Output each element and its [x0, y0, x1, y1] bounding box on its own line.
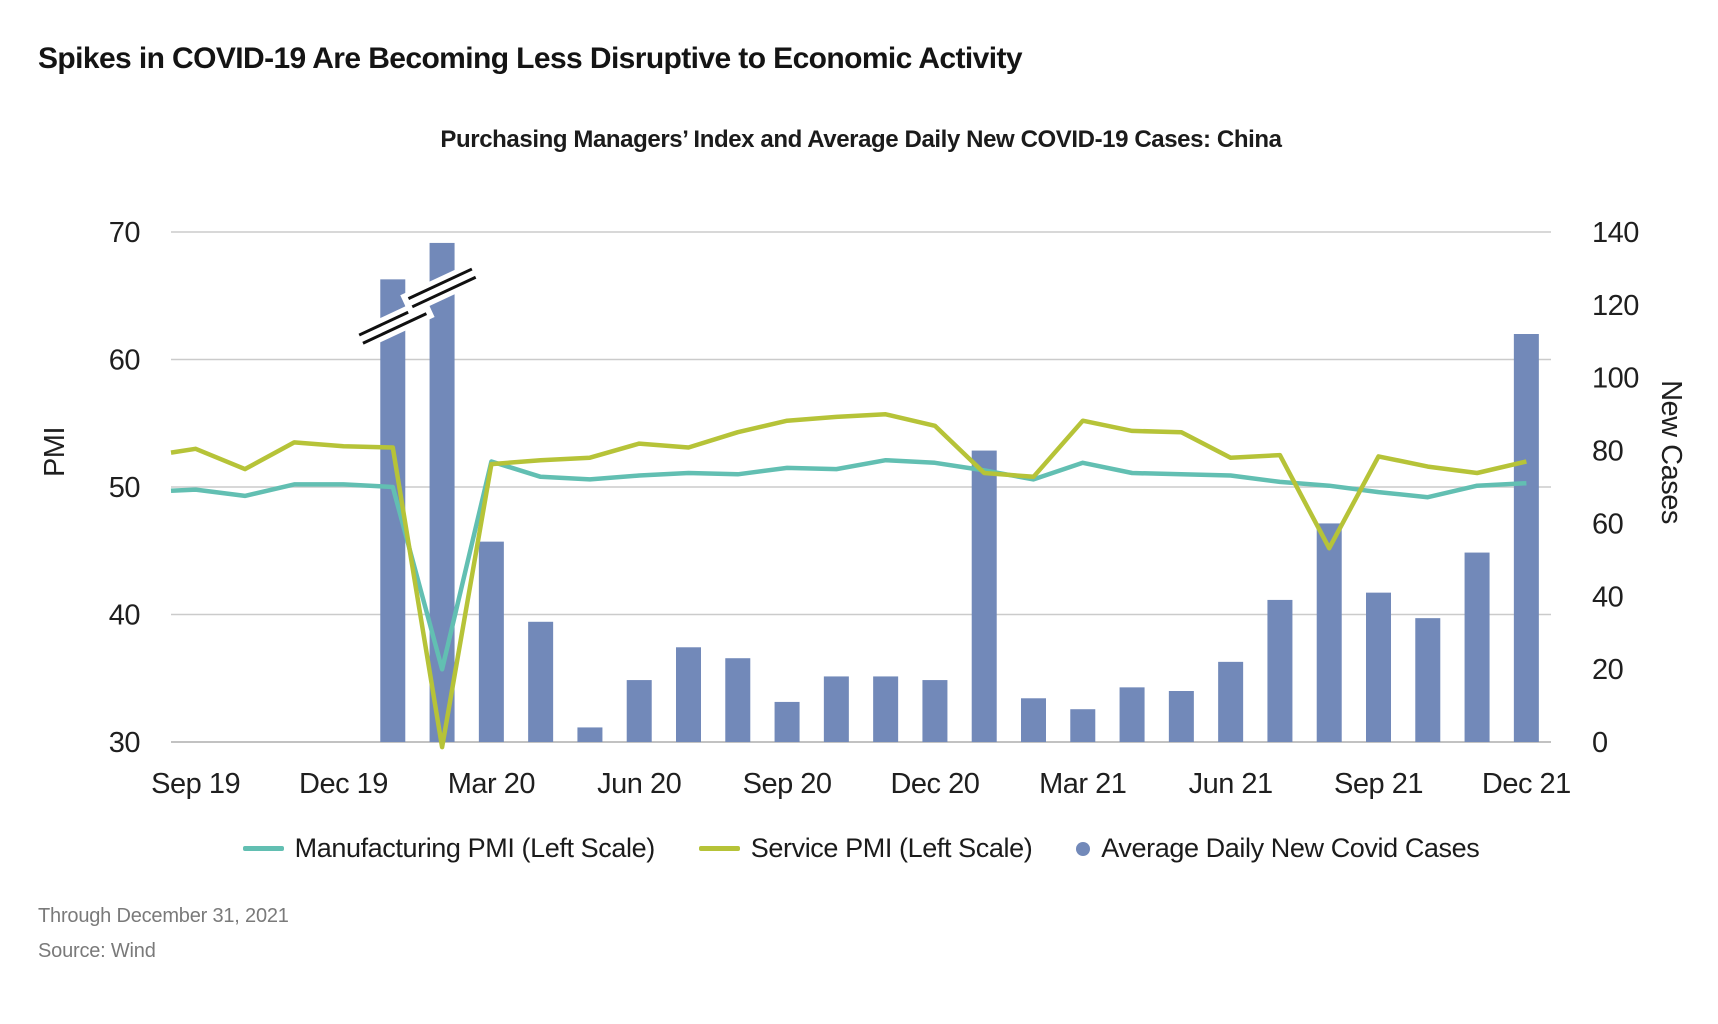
- svg-text:PMI: PMI: [39, 427, 71, 477]
- svg-text:20: 20: [1592, 654, 1623, 686]
- svg-text:60: 60: [109, 345, 140, 377]
- legend-label-service-pmi: Service PMI (Left Scale): [750, 833, 1033, 863]
- covid-cases-dot-swatch-icon: [1076, 841, 1091, 856]
- svg-text:120: 120: [1592, 290, 1639, 322]
- svg-text:Sep 21: Sep 21: [1334, 768, 1423, 800]
- svg-text:Dec 19: Dec 19: [299, 768, 388, 800]
- svg-text:Dec 20: Dec 20: [890, 768, 979, 800]
- svg-text:80: 80: [1592, 436, 1623, 468]
- svg-text:New Cases: New Cases: [1655, 380, 1687, 524]
- svg-text:30: 30: [109, 727, 140, 759]
- chart-legend: Manufacturing PMI (Left Scale) Service P…: [171, 833, 1551, 864]
- svg-text:Mar 20: Mar 20: [448, 768, 535, 800]
- svg-text:40: 40: [1592, 581, 1623, 613]
- chart-title: Purchasing Managers’ Index and Average D…: [440, 126, 1282, 153]
- legend-item-covid-cases: Average Daily New Covid Cases: [1076, 833, 1480, 864]
- svg-text:Jun 21: Jun 21: [1189, 768, 1273, 800]
- legend-item-manufacturing-pmi: Manufacturing PMI (Left Scale): [242, 833, 656, 864]
- svg-text:0: 0: [1592, 727, 1608, 759]
- report-title: Spikes in COVID-19 Are Becoming Less Dis…: [38, 42, 1023, 75]
- legend-label-covid-cases: Average Daily New Covid Cases: [1101, 833, 1480, 863]
- svg-text:Jun 20: Jun 20: [597, 768, 681, 800]
- svg-text:Mar 21: Mar 21: [1039, 768, 1126, 800]
- svg-text:Sep 19: Sep 19: [151, 768, 240, 800]
- service-pmi-line-swatch-icon: [698, 846, 740, 851]
- legend-label-manufacturing-pmi: Manufacturing PMI (Left Scale): [294, 833, 656, 863]
- svg-text:Sep 20: Sep 20: [743, 768, 832, 800]
- through-date-note: Through December 31, 2021: [38, 905, 289, 927]
- svg-text:40: 40: [109, 600, 140, 632]
- source-note: Source: Wind: [38, 940, 156, 962]
- svg-text:100: 100: [1592, 363, 1639, 395]
- svg-text:70: 70: [109, 217, 140, 249]
- svg-text:50: 50: [109, 472, 140, 504]
- svg-text:Dec 21: Dec 21: [1482, 768, 1571, 800]
- svg-text:140: 140: [1592, 217, 1639, 249]
- manufacturing-pmi-line-swatch-icon: [242, 846, 284, 851]
- svg-text:60: 60: [1592, 508, 1623, 540]
- legend-item-service-pmi: Service PMI (Left Scale): [698, 833, 1033, 864]
